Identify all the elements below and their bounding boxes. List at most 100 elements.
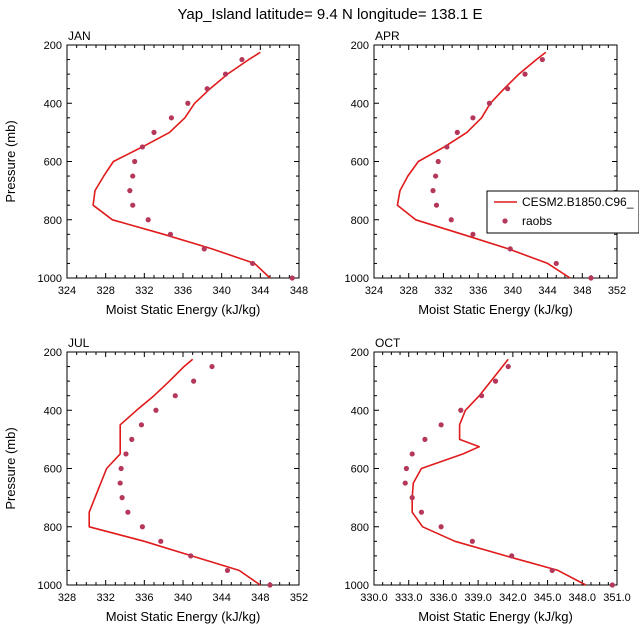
x-tick-label: 340 <box>504 285 522 297</box>
x-tick-label: 348 <box>573 285 591 297</box>
raobs-point <box>289 275 295 281</box>
x-tick-label: 328 <box>400 285 418 297</box>
raobs-point <box>418 509 425 515</box>
y-tick-label: 800 <box>351 215 369 227</box>
legend-marker-swatch <box>502 218 508 224</box>
raobs-point <box>129 436 135 442</box>
x-tick-label: 348 <box>290 285 308 297</box>
y-tick-label: 1000 <box>345 273 369 285</box>
y-tick-label: 1000 <box>38 273 62 285</box>
raobs-point <box>267 582 273 588</box>
raobs-point <box>470 115 476 121</box>
raobs-point <box>433 173 439 179</box>
y-tick-label: 1000 <box>38 580 62 592</box>
plot-frame <box>66 44 300 279</box>
x-tick-label: 336 <box>469 285 487 297</box>
x-tick-label: 328 <box>96 285 114 297</box>
plot-frame <box>373 351 618 586</box>
x-tick-label: 344 <box>251 285 269 297</box>
y-tick-label: 200 <box>351 40 369 52</box>
raobs-point <box>138 422 145 428</box>
raobs-point <box>522 71 528 77</box>
panel-title: APR <box>375 29 400 43</box>
y-tick-label: 200 <box>44 347 62 359</box>
raobs-point <box>409 451 415 457</box>
raobs-point <box>588 275 594 281</box>
raobs-point <box>609 582 615 588</box>
y-tick-label: 600 <box>44 157 62 169</box>
x-axis-label: Moist Static Energy (kJ/kg) <box>418 609 573 624</box>
y-axis-label: Pressure (mb) <box>3 427 18 509</box>
x-tick-label: 324 <box>58 285 76 297</box>
panel-title: JUL <box>68 336 90 350</box>
raobs-point <box>224 567 231 574</box>
y-tick-label: 800 <box>351 522 369 534</box>
raobs-point <box>549 567 555 574</box>
raobs-point <box>470 231 476 237</box>
raobs-point <box>125 509 131 515</box>
y-tick-label: 400 <box>351 405 369 417</box>
x-tick-label: 328 <box>58 592 76 604</box>
raobs-point <box>123 451 129 457</box>
y-tick-label: 800 <box>44 522 62 534</box>
model-profile-line <box>88 358 261 586</box>
raobs-point <box>454 129 460 135</box>
raobs-point <box>507 246 513 252</box>
y-tick-label: 600 <box>351 157 369 169</box>
raobs-point <box>188 553 194 559</box>
panel-title: JAN <box>68 29 91 43</box>
x-tick-label: 342.0 <box>499 592 527 604</box>
raobs-point <box>438 422 444 428</box>
x-tick-label: 352 <box>608 285 626 297</box>
x-axis-label: Moist Static Energy (kJ/kg) <box>106 302 261 317</box>
legend-label-model: CESM2.B1850.C96_ <box>522 195 634 209</box>
y-tick-label: 200 <box>351 347 369 359</box>
panel-apr: APR 324 328 332 336 340 344 348 352 200 400 600 800 1… <box>345 29 627 317</box>
x-tick-label: 332 <box>96 592 114 604</box>
raobs-point <box>435 158 441 165</box>
x-axis-label: Moist Static Energy (kJ/kg) <box>106 609 261 624</box>
x-tick-label: 332 <box>135 285 153 297</box>
raobs-point <box>505 363 511 370</box>
raobs-point <box>430 188 436 194</box>
raobs-point <box>402 480 408 486</box>
legend-box <box>486 190 639 234</box>
plot-frame <box>66 351 300 586</box>
raobs-point <box>117 480 123 486</box>
y-tick-label: 600 <box>44 464 62 476</box>
legend-label-raobs: raobs <box>522 214 552 228</box>
x-tick-label: 340 <box>174 592 192 604</box>
raobs-point <box>127 188 133 194</box>
y-axis-label: Pressure (mb) <box>3 120 18 202</box>
panel-jul: JUL 328 332 336 340 344 348 352 200 400 600 800 1000… <box>3 336 308 624</box>
raobs-point <box>222 71 229 77</box>
raobs-point <box>168 115 174 121</box>
x-tick-label: 333.0 <box>395 592 423 604</box>
raobs-point <box>158 538 164 544</box>
panel-jan: JAN 324 328 332 336 340 344 348 200 400 600 800 1000… <box>3 29 308 317</box>
x-tick-label: 324 <box>365 285 383 297</box>
raobs-point <box>204 86 210 92</box>
raobs-point <box>409 495 415 501</box>
x-tick-label: 344 <box>212 592 230 604</box>
raobs-point <box>438 524 444 530</box>
raobs-point <box>433 202 440 208</box>
y-tick-label: 400 <box>44 98 62 110</box>
x-tick-label: 336.0 <box>430 592 458 604</box>
raobs-point <box>172 393 178 399</box>
raobs-point <box>167 231 174 237</box>
x-tick-label: 345.0 <box>534 592 562 604</box>
raobs-point <box>201 246 207 252</box>
raobs-point <box>153 407 159 413</box>
raobs-point <box>469 538 475 544</box>
panel-oct: OCT 330.0 333.0 336.0 339.0 342.0 345.0 348.0 35… <box>345 336 631 624</box>
raobs-point <box>250 260 256 267</box>
raobs-point <box>139 524 145 530</box>
panels: JAN 324 328 332 336 340 344 348 200 400 600 800 1000… <box>3 29 631 624</box>
raobs-point <box>130 173 136 179</box>
raobs-point <box>486 100 493 106</box>
x-tick-label: 344 <box>538 285 556 297</box>
raobs-point <box>119 495 125 501</box>
raobs-point <box>145 217 151 223</box>
